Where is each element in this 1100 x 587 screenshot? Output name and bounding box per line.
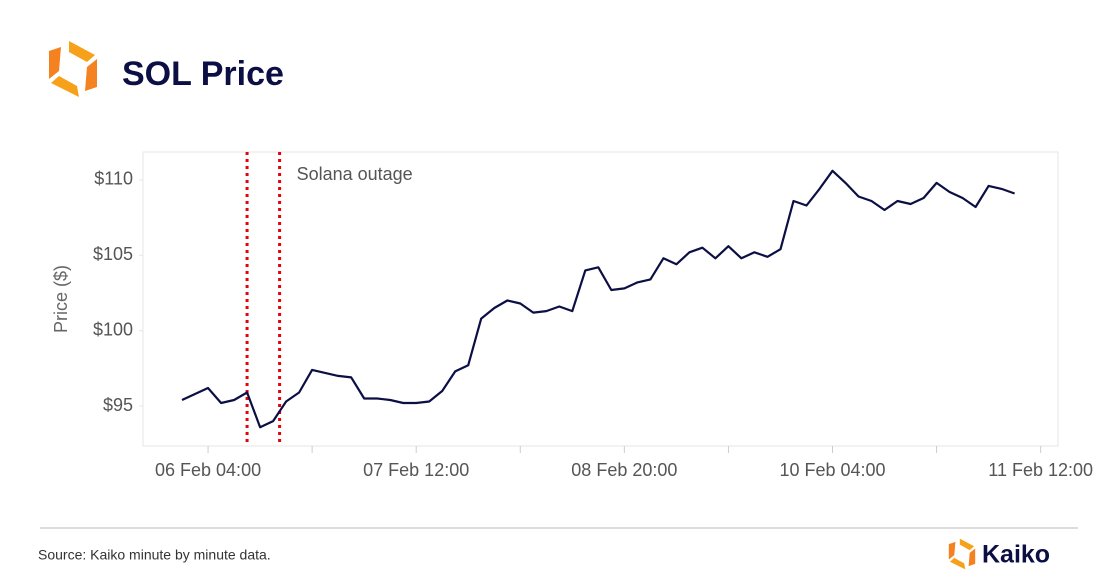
x-tick-label: 10 Feb 04:00 — [779, 460, 885, 480]
logo-piece — [85, 59, 97, 91]
y-axis-label: Price ($) — [51, 265, 71, 333]
y-tick-label: $105 — [93, 244, 133, 264]
y-tick-label: $100 — [93, 319, 133, 339]
source-note: Source: Kaiko minute by minute data. — [38, 547, 271, 563]
logo-piece — [959, 538, 975, 551]
plot-frame — [142, 151, 1059, 447]
x-tick-label: 07 Feb 12:00 — [363, 460, 469, 480]
logo-piece — [51, 76, 79, 97]
x-tick-label: 11 Feb 12:00 — [988, 460, 1093, 480]
logo-piece — [49, 47, 61, 79]
brand-logo — [948, 538, 976, 570]
logo-piece — [948, 541, 956, 560]
x-tick-label: 06 Feb 04:00 — [155, 460, 261, 480]
price-line — [181, 169, 1015, 429]
logo-piece — [949, 557, 966, 570]
brand-name: Kaiko — [982, 541, 1050, 569]
chart-title: SOL Price — [122, 55, 284, 93]
y-tick-label: $110 — [94, 169, 133, 189]
logo — [49, 41, 97, 97]
annotation: Solana outage — [297, 164, 413, 184]
y-tick-label: $95 — [103, 395, 133, 415]
logo-piece — [69, 41, 95, 62]
logo-piece — [968, 548, 976, 567]
x-tick-label: 08 Feb 20:00 — [571, 460, 677, 480]
